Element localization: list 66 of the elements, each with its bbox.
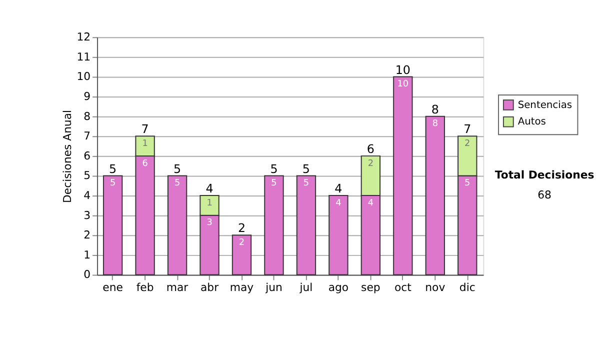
x-tick-label: jul [298, 281, 313, 294]
y-tick-label: 3 [84, 208, 91, 222]
total-label: 4 [334, 182, 342, 196]
x-tick-label: nov [425, 281, 446, 294]
data-label: 1 [142, 139, 148, 150]
total-label: 5 [109, 162, 117, 176]
data-label: 2 [238, 238, 245, 248]
bar [296, 175, 316, 276]
x-tick-label: dic [459, 281, 476, 294]
data-label: 3 [206, 218, 212, 228]
total-label: 5 [270, 162, 278, 176]
total-label: 2 [238, 221, 246, 236]
x-tick-label: may [230, 281, 254, 294]
bar [167, 175, 188, 276]
bar [425, 116, 445, 276]
y-tick-label: 7 [84, 130, 91, 143]
bar [102, 175, 123, 276]
y-tick-label: 10 [76, 70, 91, 84]
total-label: 5 [302, 162, 310, 176]
total-label: 7 [464, 122, 472, 136]
x-tick-label: jun [264, 281, 282, 294]
data-label: 4 [336, 198, 342, 208]
data-label: 10 [397, 80, 409, 90]
y-tick-label: 2 [84, 228, 91, 242]
total-label: 5 [174, 162, 182, 176]
y-tick-label: 11 [76, 50, 91, 64]
y-tick-label: 4 [84, 189, 91, 202]
bar [264, 175, 284, 276]
bar [328, 195, 348, 276]
total-label: 6 [366, 142, 374, 156]
total-label: 8 [431, 102, 439, 116]
x-tick-label: abr [200, 281, 220, 294]
data-label: 6 [142, 158, 148, 169]
y-tick-label: 0 [84, 268, 91, 282]
x-tick-label: sep [361, 281, 380, 294]
data-label: 4 [368, 198, 374, 208]
text: 68 [538, 188, 552, 202]
y-tick-label: 1 [84, 248, 91, 262]
total-label: 10 [395, 62, 410, 77]
data-label: 2 [368, 158, 374, 169]
x-tick-label: oct [394, 281, 412, 294]
y-axis-title: Decisiones Anual [60, 110, 74, 203]
x-tick-label: feb [136, 281, 154, 294]
text: Total Decisiones [494, 168, 594, 182]
y-tick-label: 8 [84, 110, 91, 123]
total-label: 4 [206, 182, 214, 196]
legend-label: Sentencias [518, 100, 572, 111]
data-label: 8 [432, 119, 438, 130]
data-label: 5 [110, 178, 116, 189]
y-tick-label: 6 [84, 149, 91, 162]
data-label: 5 [271, 178, 277, 189]
y-tick-label: 9 [84, 90, 91, 103]
legend-label: Autos [518, 116, 546, 128]
total-label: 7 [141, 122, 149, 136]
data-label: 5 [174, 178, 180, 189]
data-label: 2 [464, 139, 470, 150]
bar [232, 234, 252, 276]
data-label: 5 [303, 178, 310, 189]
x-tick-label: mar [166, 281, 189, 294]
data-label: 5 [464, 178, 470, 189]
y-tick-label: 12 [76, 30, 91, 44]
x-tick-label: ene [102, 281, 124, 294]
bar [393, 76, 413, 276]
y-tick-label: 5 [84, 169, 91, 182]
x-tick-label: ago [328, 281, 349, 294]
data-label: 1 [206, 198, 212, 208]
